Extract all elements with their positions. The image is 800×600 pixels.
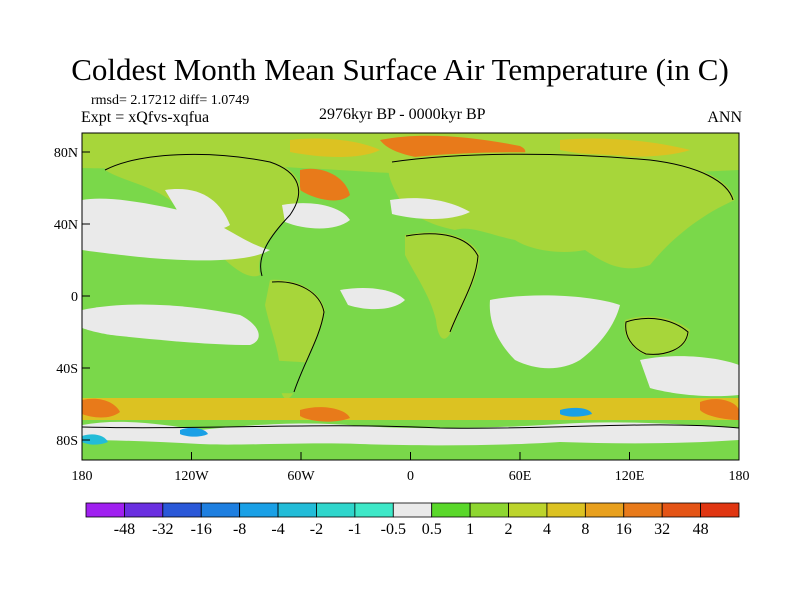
antarctic-cold-spot-1 [180, 427, 208, 437]
coast-antarctica [82, 424, 739, 429]
colorbar-label-13: 16 [616, 521, 632, 538]
antarctic-hot-west [82, 398, 120, 418]
southern-ocean-green [82, 357, 388, 394]
antarctic-cold-spot-3 [82, 434, 108, 445]
colorbar-box-10 [469, 502, 509, 518]
colorbar-box-8 [392, 502, 433, 518]
colorbar-label-4: -4 [271, 521, 284, 538]
x-label-120w: 120W [174, 469, 209, 484]
neutral-north-pacific [82, 198, 270, 261]
neutral-south-pacific [82, 304, 259, 345]
colorbar-label-1: -32 [152, 521, 173, 538]
coast-eurasia [391, 153, 734, 201]
colorbar-label-12: 8 [581, 521, 589, 538]
experiment-label: Expt = xQfvs-xqfua [81, 109, 210, 126]
stats-readout: rmsd= 2.17212 diff= 1.0749 [91, 93, 250, 108]
south-america [265, 279, 325, 399]
colorbar-label-14: 32 [654, 521, 670, 538]
neutral-north-atlantic [282, 203, 350, 229]
x-axis: 180 120W 60W 0 60E 120E 180 [72, 452, 750, 484]
season-label: ANN [707, 109, 742, 126]
colorbar-box-9 [431, 502, 471, 518]
neutral-tropical-atlantic [340, 288, 405, 310]
africa [405, 232, 480, 339]
period-label: 2976kyr BP - 0000kyr BP [319, 106, 486, 123]
coast-australia [625, 317, 689, 355]
neutral-europe [390, 198, 470, 219]
x-label-180w: 180 [72, 469, 93, 484]
antarctic-cold-spot-2 [560, 407, 592, 417]
colorbar-label-8: 0.5 [422, 521, 442, 538]
colorbar-box-2 [162, 502, 202, 518]
antarctic-hot-east [700, 399, 739, 420]
australia [624, 316, 690, 356]
y-label-40n: 40N [54, 218, 78, 233]
colorbar-label-6: -1 [348, 521, 361, 538]
eurasia [388, 152, 735, 269]
colorbar: -48 -32 -16 -8 -4 -2 -1 -0.5 0.5 1 2 4 8 16 32 48 [85, 502, 740, 538]
colorbar-label-3: -8 [233, 521, 246, 538]
map-panel [82, 133, 739, 460]
labrador-hotspot [300, 168, 350, 201]
x-label-60w: 60W [287, 469, 315, 484]
coastlines [82, 153, 739, 429]
y-label-80n: 80N [54, 146, 78, 161]
colorbar-label-2: -16 [191, 521, 212, 538]
colorbar-box-14 [623, 502, 663, 518]
x-label-0: 0 [407, 469, 414, 484]
neutral-south-tasman [640, 356, 739, 397]
coast-north-america [104, 153, 300, 277]
siberia-warm [560, 138, 690, 157]
colorbar-box-0 [85, 502, 125, 518]
coast-south-america [271, 281, 325, 393]
colorbar-box-12 [546, 502, 586, 518]
colorbar-box-3 [200, 502, 241, 518]
colorbar-box-7 [354, 502, 394, 518]
neutral-rockies [165, 189, 230, 230]
colorbar-label-9: 1 [466, 521, 474, 538]
colorbar-label-7: -0.5 [381, 521, 406, 538]
colorbar-label-10: 2 [505, 521, 513, 538]
colorbar-box-1 [124, 502, 164, 518]
y-label-40s: 40S [56, 362, 78, 377]
colorbar-box-16 [700, 502, 740, 518]
antarctic-hot-center [300, 407, 350, 422]
antarctic-neutral-band [82, 421, 739, 446]
y-label-0: 0 [71, 290, 78, 305]
colorbar-box-5 [277, 502, 317, 518]
colorbar-box-15 [661, 502, 701, 518]
x-label-180e: 180 [729, 469, 750, 484]
colorbar-label-0: -48 [114, 521, 135, 538]
colorbar-box-11 [508, 502, 548, 518]
colorbar-box-4 [239, 502, 279, 518]
colorbar-label-11: 4 [543, 521, 551, 538]
x-label-60e: 60E [509, 469, 532, 484]
colorbar-label-5: -2 [310, 521, 323, 538]
colorbar-label-15: 48 [693, 521, 709, 538]
greenland-warm [290, 138, 380, 157]
chart-title: Coldest Month Mean Surface Air Temperatu… [71, 52, 729, 87]
y-axis: 80N 40N 0 40S 80S [54, 146, 90, 449]
neutral-indian-ocean [489, 295, 620, 369]
colorbar-box-13 [584, 502, 625, 518]
coast-africa [405, 233, 479, 333]
colorbar-box-6 [316, 502, 356, 518]
x-label-120e: 120E [615, 469, 645, 484]
y-label-80s: 80S [56, 434, 78, 449]
